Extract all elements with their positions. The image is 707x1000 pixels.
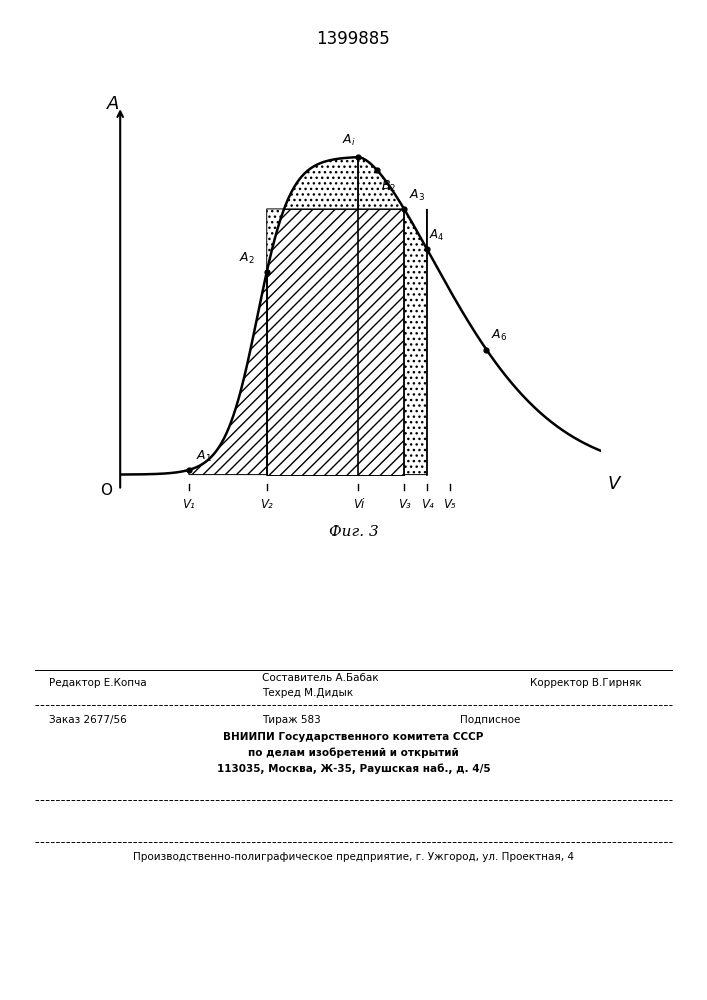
Text: $A_6$: $A_6$ — [491, 328, 508, 343]
Polygon shape — [267, 209, 404, 475]
Text: 113035, Москва, Ж-35, Раушская наб., д. 4/5: 113035, Москва, Ж-35, Раушская наб., д. … — [216, 763, 491, 774]
Text: Vi: Vi — [353, 498, 364, 511]
Text: $A_2$: $A_2$ — [240, 251, 255, 266]
Text: A: A — [107, 95, 119, 113]
Text: $B_2$: $B_2$ — [381, 179, 397, 194]
Text: ВНИИПИ Государственного комитета СССР: ВНИИПИ Государственного комитета СССР — [223, 732, 484, 742]
Text: O: O — [100, 483, 112, 498]
Text: по делам изобретений и открытий: по делам изобретений и открытий — [248, 748, 459, 758]
Polygon shape — [404, 209, 427, 475]
Text: V₅: V₅ — [443, 498, 456, 511]
Text: V₄: V₄ — [421, 498, 433, 511]
Text: Составитель А.Бабак: Составитель А.Бабак — [262, 673, 378, 683]
Text: V₂: V₂ — [260, 498, 273, 511]
Text: 1399885: 1399885 — [317, 30, 390, 48]
Text: Производственно-полиграфическое предприятие, г. Ужгород, ул. Проектная, 4: Производственно-полиграфическое предприя… — [133, 852, 574, 862]
Text: V₃: V₃ — [398, 498, 411, 511]
Polygon shape — [358, 157, 404, 209]
Text: $A_3$: $A_3$ — [409, 187, 425, 203]
Text: Корректор В.Гирняк: Корректор В.Гирняк — [530, 678, 642, 688]
Text: $A_4$: $A_4$ — [429, 228, 445, 243]
Text: V₁: V₁ — [182, 498, 195, 511]
Polygon shape — [189, 272, 267, 475]
Text: Тираж 583: Тираж 583 — [262, 715, 320, 725]
Text: $A_i$: $A_i$ — [342, 133, 356, 148]
Text: Техред М.Дидык: Техред М.Дидык — [262, 688, 353, 698]
Text: Редактор Е.Копча: Редактор Е.Копча — [49, 678, 147, 688]
Text: Фиг. 3: Фиг. 3 — [329, 525, 378, 539]
Polygon shape — [267, 157, 358, 272]
Text: Подписное: Подписное — [460, 715, 520, 725]
Text: $A_1$: $A_1$ — [196, 448, 211, 464]
Text: V: V — [608, 475, 620, 493]
Text: Заказ 2677/56: Заказ 2677/56 — [49, 715, 127, 725]
